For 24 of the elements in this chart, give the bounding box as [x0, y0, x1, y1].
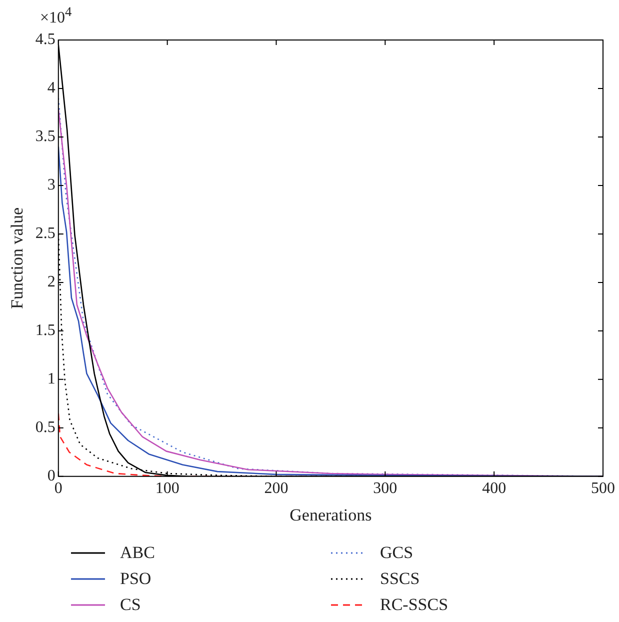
- y-tick-label: 1: [47, 370, 56, 388]
- x-tick-label: 200: [264, 480, 288, 498]
- legend-label: PSO: [120, 569, 152, 589]
- y-tick-label: 2.5: [35, 225, 56, 242]
- x-tick-label: 300: [373, 480, 398, 498]
- x-tick-label: 100: [155, 480, 180, 498]
- y-tick-label: 1.5: [35, 322, 56, 340]
- x-tick-label: 400: [482, 480, 506, 498]
- y-tick-label: 0: [47, 468, 56, 485]
- legend-label: SSCS: [380, 569, 420, 589]
- legend-label: ABC: [120, 543, 155, 563]
- y-tick-label: 0.5: [35, 419, 56, 436]
- y-axis-title: Function value: [8, 207, 27, 309]
- legend-label: CS: [120, 595, 141, 615]
- text: ×10$^{4}$: [40, 4, 72, 28]
- x-axis-title: Generations: [290, 505, 372, 524]
- y-tick-label: 4.5: [35, 31, 56, 48]
- y-tick-label: 3: [47, 176, 56, 194]
- y-tick-label: 4: [47, 80, 56, 97]
- legend-label: RC-SSCS: [380, 595, 448, 615]
- y-tick-label: 3.5: [35, 128, 56, 146]
- y-tick-label: 2: [47, 274, 56, 291]
- x-tick-label: 500: [591, 480, 615, 498]
- legend-label: GCS: [380, 543, 414, 563]
